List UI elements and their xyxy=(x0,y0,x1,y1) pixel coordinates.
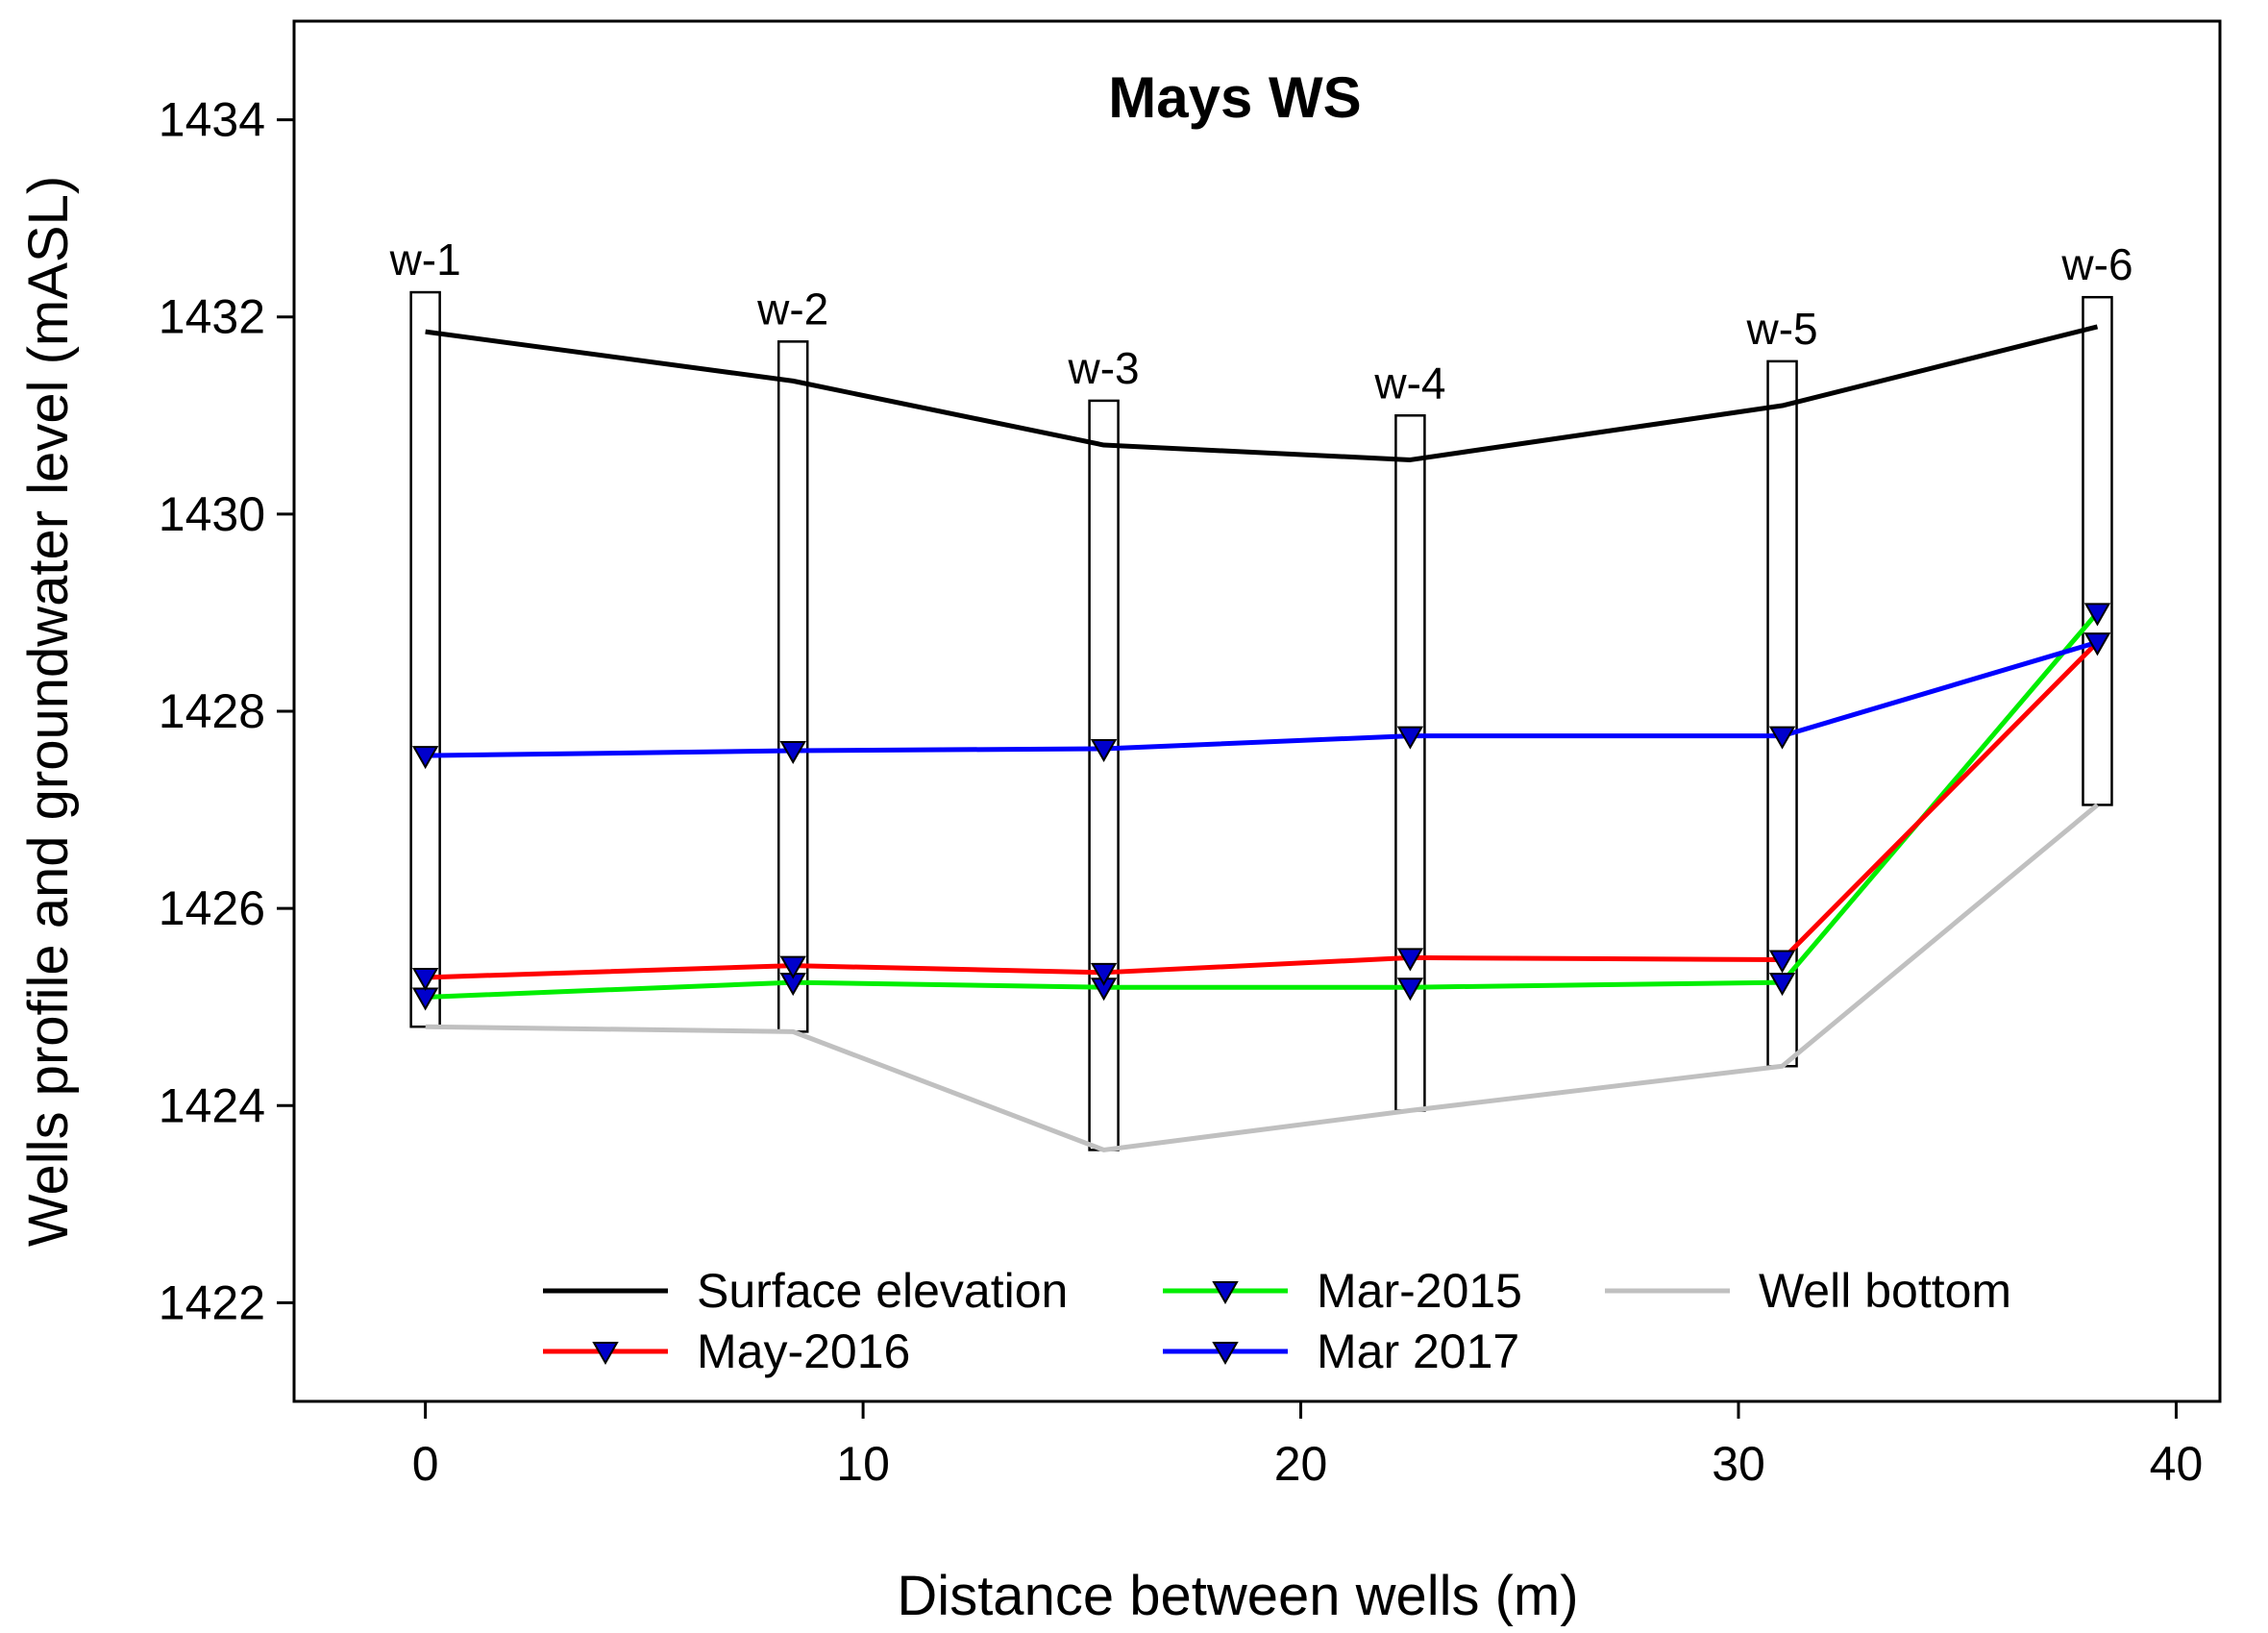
series-line-surface-elevation xyxy=(425,324,2099,462)
well-casing-w-6 xyxy=(2082,295,2113,806)
y-tick-label: 1434 xyxy=(159,93,265,147)
series-point-mar-2017 xyxy=(1396,726,1424,750)
well-label-w-2: w-2 xyxy=(756,284,828,334)
series-point-may-2016 xyxy=(779,955,806,979)
series-point-may-2016 xyxy=(1396,948,1424,972)
well-casing-w-4 xyxy=(1394,414,1426,1112)
y-tick-label: 1426 xyxy=(159,881,265,935)
y-tick-label: 1422 xyxy=(159,1275,265,1329)
series-point-mar-2017 xyxy=(779,741,806,765)
series-line-mar-2017 xyxy=(425,639,2099,758)
x-tick-label: 10 xyxy=(836,1437,890,1491)
legend-label-may-2016: May-2016 xyxy=(697,1324,910,1378)
series-point-may-2016 xyxy=(1090,962,1118,986)
series-point-mar-2017 xyxy=(1090,738,1118,762)
legend-marker-mar-2015 xyxy=(1212,1281,1239,1305)
legend-marker-mar-2017 xyxy=(1212,1342,1239,1366)
legend-label-well-bottom: Well bottom xyxy=(1759,1264,2011,1318)
series-point-mar-2017 xyxy=(411,746,439,770)
series-line-mar-2015 xyxy=(425,610,2100,1000)
x-tick-label: 40 xyxy=(2150,1437,2204,1491)
series-point-mar-2015 xyxy=(1768,973,1796,997)
x-tick-label: 20 xyxy=(1274,1437,1328,1491)
well-label-w-5: w-5 xyxy=(1745,304,1817,354)
series-line-well-bottom xyxy=(425,803,2100,1152)
x-axis: 0 10 20 30 40 xyxy=(412,1401,2204,1491)
y-tick-label: 1430 xyxy=(159,487,265,541)
x-axis-title: Distance between wells (m) xyxy=(897,1565,1578,1627)
legend-marker-may-2016 xyxy=(592,1342,619,1366)
series-lines xyxy=(411,324,2111,1152)
y-tick-label: 1432 xyxy=(159,290,265,344)
series-point-mar-2017 xyxy=(2083,632,2111,656)
legend-label-mar-2015: Mar-2015 xyxy=(1317,1264,1522,1318)
series-point-may-2016 xyxy=(1768,950,1796,974)
well-label-w-4: w-4 xyxy=(1373,358,1445,408)
legend: Surface elevation Mar-2015 Well bottom May-… xyxy=(543,1264,2011,1378)
well-casing-w-2 xyxy=(777,340,809,1033)
series-line-may-2016 xyxy=(425,640,2100,980)
series-point-mar-2015 xyxy=(2083,603,2111,627)
well-label-w-3: w-3 xyxy=(1068,343,1140,393)
legend-label-mar-2017: Mar 2017 xyxy=(1317,1324,1519,1378)
series-point-mar-2017 xyxy=(1768,726,1796,750)
x-tick-label: 30 xyxy=(1712,1437,1765,1491)
well-label-w-6: w-6 xyxy=(2060,239,2132,289)
chart-title: Mays WS xyxy=(1108,65,1361,130)
well-casing-w-3 xyxy=(1088,399,1120,1151)
well-label-w-1: w-1 xyxy=(389,235,461,285)
well-casing-w-1 xyxy=(409,290,441,1028)
y-axis-title: Wells profile and groundwater level (mAS… xyxy=(17,176,80,1247)
x-tick-label: 0 xyxy=(412,1437,439,1491)
well-profiles: w-1 w-2 w-3 w-4 w-5 w-6 xyxy=(389,235,2133,1151)
y-tick-label: 1428 xyxy=(159,684,265,738)
y-tick-label: 1424 xyxy=(159,1078,265,1132)
legend-label-surface-elevation: Surface elevation xyxy=(697,1264,1068,1318)
series-point-mar-2015 xyxy=(1396,977,1424,1002)
y-axis: 1422 1424 1426 1428 1430 1432 1434 xyxy=(159,93,294,1329)
series-point-may-2016 xyxy=(411,967,439,991)
plot-frame xyxy=(292,19,2222,1403)
